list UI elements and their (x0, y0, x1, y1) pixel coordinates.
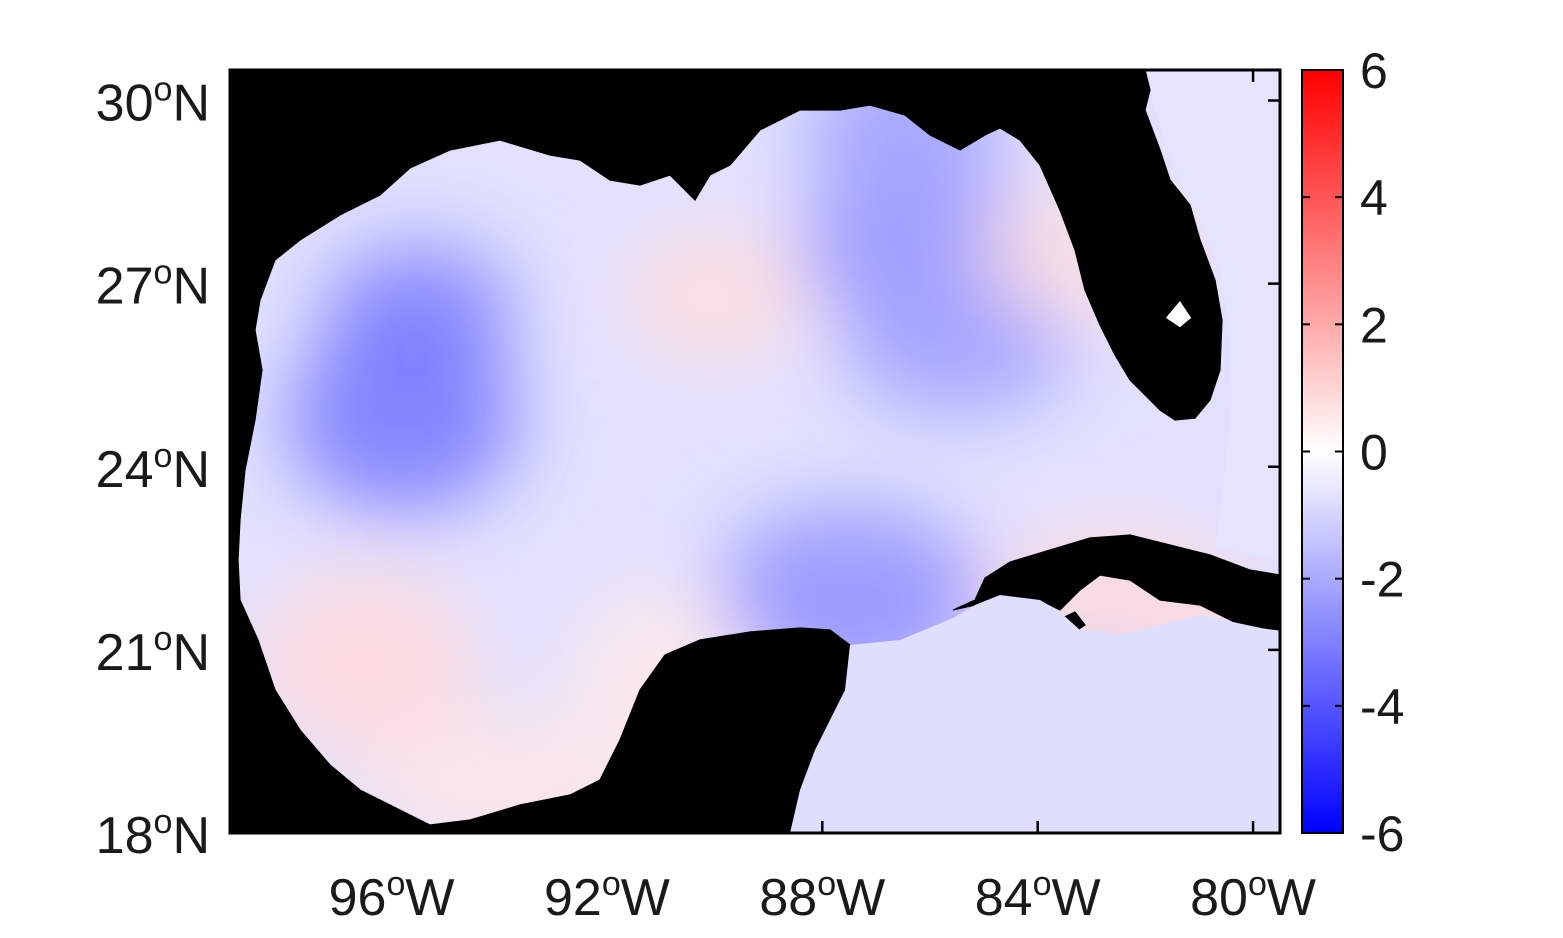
atlantic-water (1148, 70, 1280, 560)
anomaly-blob (249, 567, 480, 758)
plot-frame (228, 68, 1282, 835)
lat-tick-label: 24oN (96, 437, 210, 499)
lat-tick-label: 21oN (96, 620, 210, 682)
land-north-america (230, 70, 1223, 833)
colorbar-tick-label: 6 (1360, 43, 1388, 99)
colorbar-labels: 6 4 2 0 -2 -4 -6 (1302, 43, 1404, 862)
colorbar-tick-label: 4 (1360, 170, 1388, 226)
colorbar-tick-label: 2 (1360, 297, 1388, 353)
lon-tick-label: 92oW (544, 865, 670, 927)
latitude-labels: 30oN 27oN 24oN 21oN 18oN (96, 71, 210, 865)
anomaly-blob (619, 225, 810, 366)
anomaly-blob (841, 274, 1072, 415)
lon-tick-label: 96oW (329, 865, 455, 927)
colorbar-tick-label: -4 (1360, 679, 1404, 735)
axis-ticks (230, 70, 1280, 835)
caribbean-water (790, 595, 1280, 833)
land-cuba (952, 534, 1280, 631)
land-small-island (1164, 298, 1193, 329)
lat-tick-label: 30oN (96, 71, 210, 133)
lon-tick-label: 84oW (975, 865, 1101, 927)
lon-tick-label: 80oW (1190, 865, 1316, 927)
colorbar: 6 4 2 0 -2 -4 -6 (1301, 43, 1404, 862)
anomaly-blob (287, 322, 518, 513)
lat-tick-label: 18oN (96, 803, 210, 865)
lon-tick-label: 88oW (759, 865, 885, 927)
longitude-labels: 96oW 92oW 88oW 84oW 80oW (329, 865, 1316, 927)
colorbar-tick-label: 0 (1360, 425, 1388, 481)
lat-tick-label: 27oN (96, 254, 210, 316)
plot-area (230, 70, 1280, 833)
colorbar-tick-label: -2 (1360, 552, 1404, 608)
colorbar-tick-label: -6 (1360, 806, 1404, 862)
